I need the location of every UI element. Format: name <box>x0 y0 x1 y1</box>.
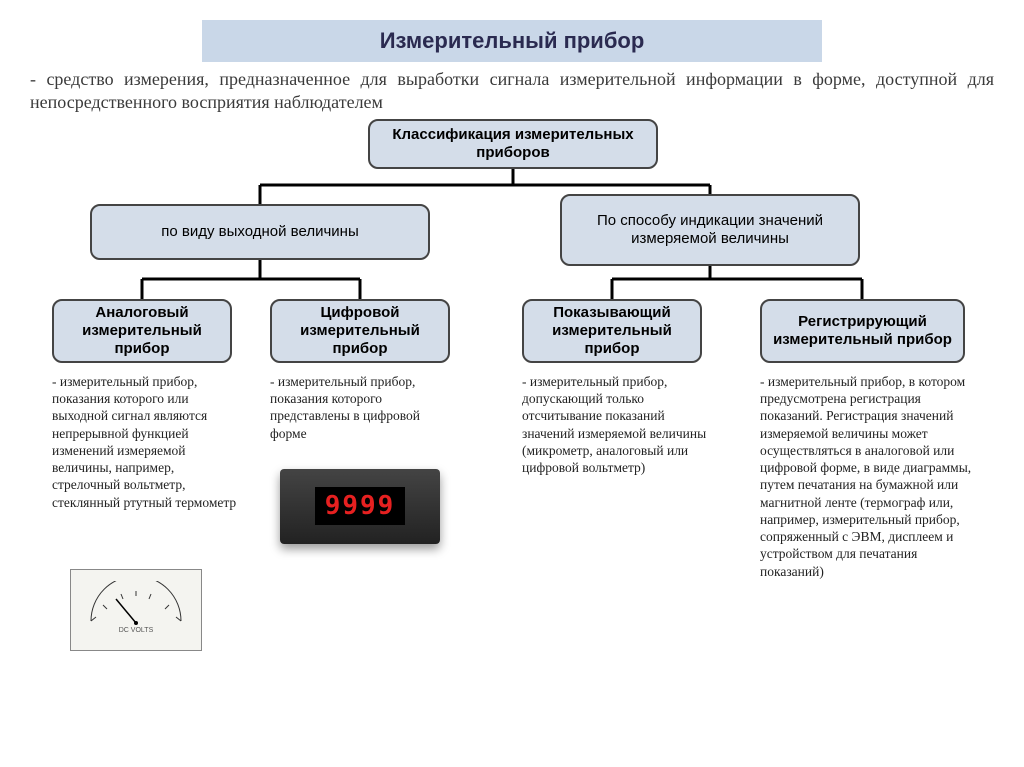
leaf-digital: Цифровой измерительный прибор <box>270 299 450 363</box>
desc-indicating: - измерительный прибор, допускающий толь… <box>522 373 707 477</box>
desc-recording: - измерительный прибор, в котором предус… <box>760 373 975 580</box>
desc-digital: - измерительный прибор, показания которо… <box>270 373 450 442</box>
analog-gauge-icon: DC VOLTS <box>70 569 202 651</box>
page-title: Измерительный прибор <box>202 20 822 62</box>
desc-analog: - измерительный прибор, показания которо… <box>52 373 242 511</box>
leaf-recording: Регистрирующий измерительный прибор <box>760 299 965 363</box>
branch-left: по виду выходной величины <box>90 204 430 260</box>
leaf-indicating: Показывающий измерительный прибор <box>522 299 702 363</box>
digital-meter-icon: 9999 <box>280 469 440 544</box>
gauge-label: DC VOLTS <box>119 627 154 634</box>
digital-display-value: 9999 <box>315 487 406 525</box>
definition-text: - средство измерения, предназначенное дл… <box>30 68 994 115</box>
root-node: Классификация измерительных приборов <box>368 119 658 169</box>
branch-right: По способу индикации значений измеряемой… <box>560 194 860 266</box>
classification-tree: Классификация измерительных приборов по … <box>30 119 994 699</box>
leaf-analog: Аналоговый измерительный прибор <box>52 299 232 363</box>
